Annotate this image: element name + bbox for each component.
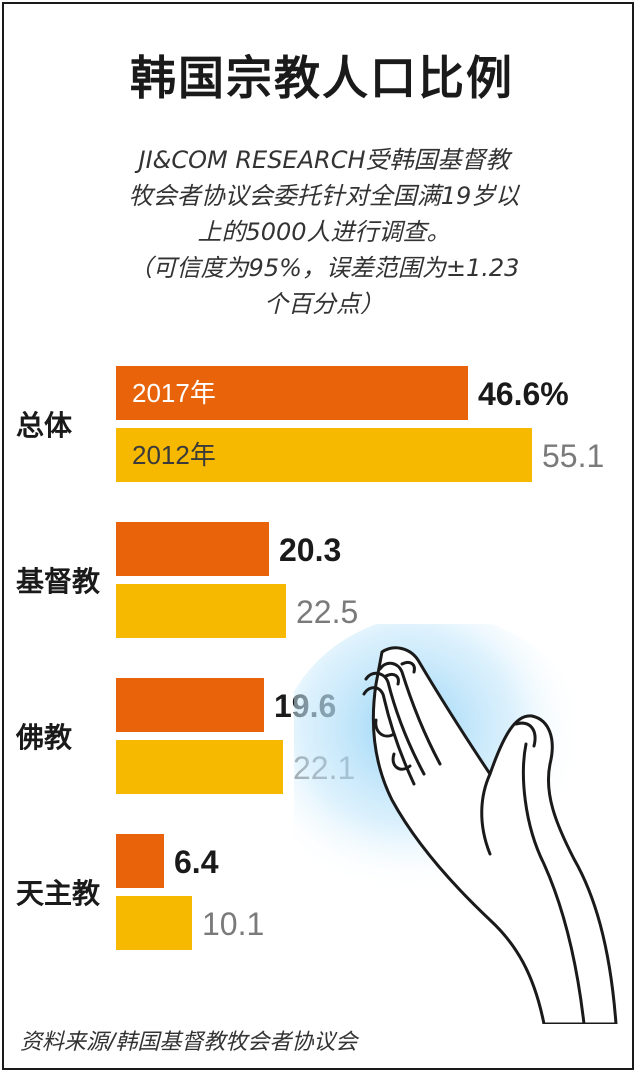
series-label: 2017年 — [132, 378, 216, 408]
value-label: 10.1 — [202, 906, 265, 942]
bar-2012 — [116, 740, 283, 794]
value-label: 6.4 — [174, 844, 219, 880]
bar-2017: 2017年 — [116, 366, 468, 420]
value-label: 20.3 — [279, 532, 342, 568]
description-line: JI&COM RESEARCH受韩国基督教 — [138, 146, 510, 174]
value-label: 22.5 — [296, 594, 359, 630]
category-label: 佛教 — [16, 721, 73, 754]
description-line: （可信度为95%，误差范围为±1.23 — [128, 254, 520, 282]
value-label: 46.6% — [478, 376, 569, 412]
series-label: 2012年 — [132, 440, 216, 470]
category-label: 总体 — [16, 409, 73, 442]
source-note: 资料来源/韩国基督教牧会者协议会 — [20, 1030, 358, 1055]
category-label: 天主教 — [16, 877, 101, 910]
value-label: 55.1 — [542, 438, 605, 474]
bar-2012 — [116, 896, 192, 950]
description-line: 个百分点） — [264, 290, 384, 318]
chart-title: 韩国宗教人口比例 — [130, 51, 514, 105]
bar-2012 — [116, 584, 286, 638]
description-line: 上的5000人进行调查。 — [197, 218, 451, 246]
category-label: 基督教 — [16, 565, 101, 598]
bar-2012: 2012年 — [116, 428, 532, 482]
bar-2017 — [116, 834, 164, 888]
bar-2017 — [116, 678, 264, 732]
description-line: 牧会者协议会委托针对全国满19岁以 — [128, 182, 520, 210]
bar-2017 — [116, 522, 269, 576]
praying-hands-illustration — [294, 624, 618, 1024]
chart-description: JI&COM RESEARCH受韩国基督教 牧会者协议会委托针对全国满19岁以 … — [94, 142, 554, 322]
